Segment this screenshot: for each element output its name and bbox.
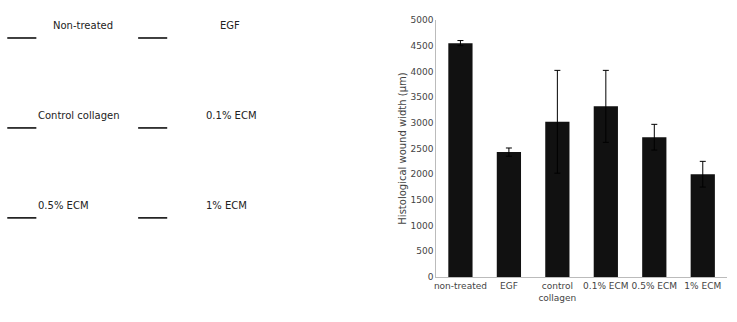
svg-text:1% ECM: 1% ECM (206, 200, 247, 211)
svg-text:EGF: EGF (220, 20, 240, 31)
svg-text:EGF: EGF (500, 281, 518, 291)
svg-text:500: 500 (416, 246, 433, 256)
svg-text:1500: 1500 (410, 195, 433, 205)
svg-text:4000: 4000 (410, 67, 433, 77)
svg-text:0.5% ECM: 0.5% ECM (38, 200, 89, 211)
svg-text:3500: 3500 (410, 92, 433, 102)
svg-text:0.1% ECM: 0.1% ECM (206, 110, 257, 121)
svg-text:5000: 5000 (410, 15, 433, 25)
svg-text:non-treated: non-treated (434, 281, 487, 291)
svg-text:2500: 2500 (410, 144, 433, 154)
svg-text:Control collagen: Control collagen (38, 110, 119, 121)
svg-text:Histological wound width (μm): Histological wound width (μm) (397, 72, 408, 224)
svg-text:controlcollagen: controlcollagen (538, 281, 576, 303)
svg-text:0.1% ECM: 0.1% ECM (583, 281, 628, 291)
svg-text:0.5% ECM: 0.5% ECM (632, 281, 677, 291)
svg-text:Non-treated: Non-treated (53, 20, 113, 31)
svg-text:1% ECM: 1% ECM (684, 281, 721, 291)
svg-text:0: 0 (428, 272, 434, 282)
svg-text:3000: 3000 (410, 118, 433, 128)
svg-text:4500: 4500 (410, 41, 433, 51)
svg-text:1000: 1000 (410, 221, 433, 231)
svg-text:2000: 2000 (410, 169, 433, 179)
